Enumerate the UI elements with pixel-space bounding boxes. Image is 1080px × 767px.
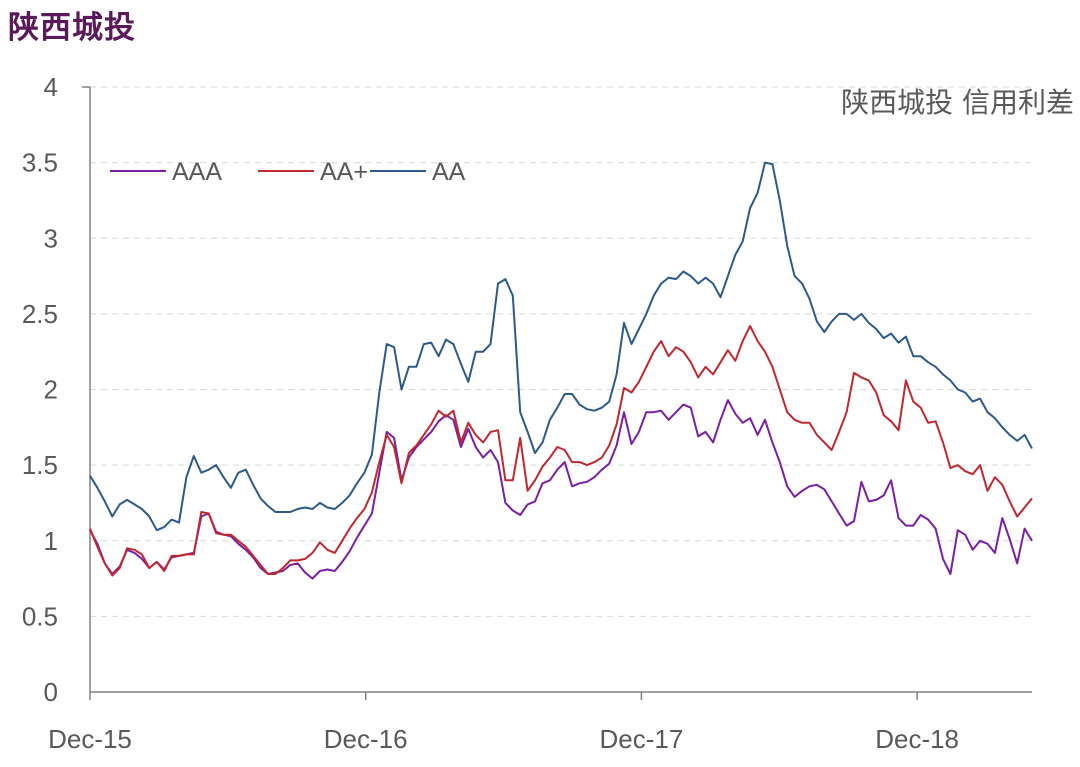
x-tick-label: Dec-16 [324, 724, 408, 754]
series-line-aa-plus [89, 325, 1033, 577]
y-tick-label: 3 [44, 223, 58, 253]
x-tick-label: Dec-15 [48, 724, 132, 754]
x-tick-label: Dec-18 [875, 724, 959, 754]
y-tick-label: 2 [44, 375, 58, 405]
y-tick-label: 0.5 [22, 601, 58, 631]
chart-title: 陕西城投 信用利差 [841, 86, 1074, 119]
legend-label: AA [432, 158, 466, 186]
series-lines [89, 161, 1033, 580]
y-tick-label: 4 [44, 72, 58, 102]
legend: AAA AA+ AA [110, 158, 466, 186]
y-tick-labels: 0 0.5 1 1.5 2 2.5 3 3.5 4 [22, 72, 58, 707]
series-line-aaa [89, 399, 1033, 580]
y-tick-label: 1 [44, 526, 58, 556]
header-title: 陕西城投 [8, 10, 136, 46]
legend-label: AAA [172, 158, 222, 186]
series-line-aa [89, 161, 1033, 532]
x-tick-label: Dec-17 [600, 724, 684, 754]
y-tick-label: 0 [44, 677, 58, 707]
axes [82, 86, 1032, 700]
y-tick-label: 1.5 [22, 450, 58, 480]
y-tick-label: 2.5 [22, 299, 58, 329]
x-tick-labels: Dec-15 Dec-16 Dec-17 Dec-18 [48, 724, 959, 754]
y-tick-label: 3.5 [22, 148, 58, 178]
legend-label: AA+ [320, 158, 368, 186]
